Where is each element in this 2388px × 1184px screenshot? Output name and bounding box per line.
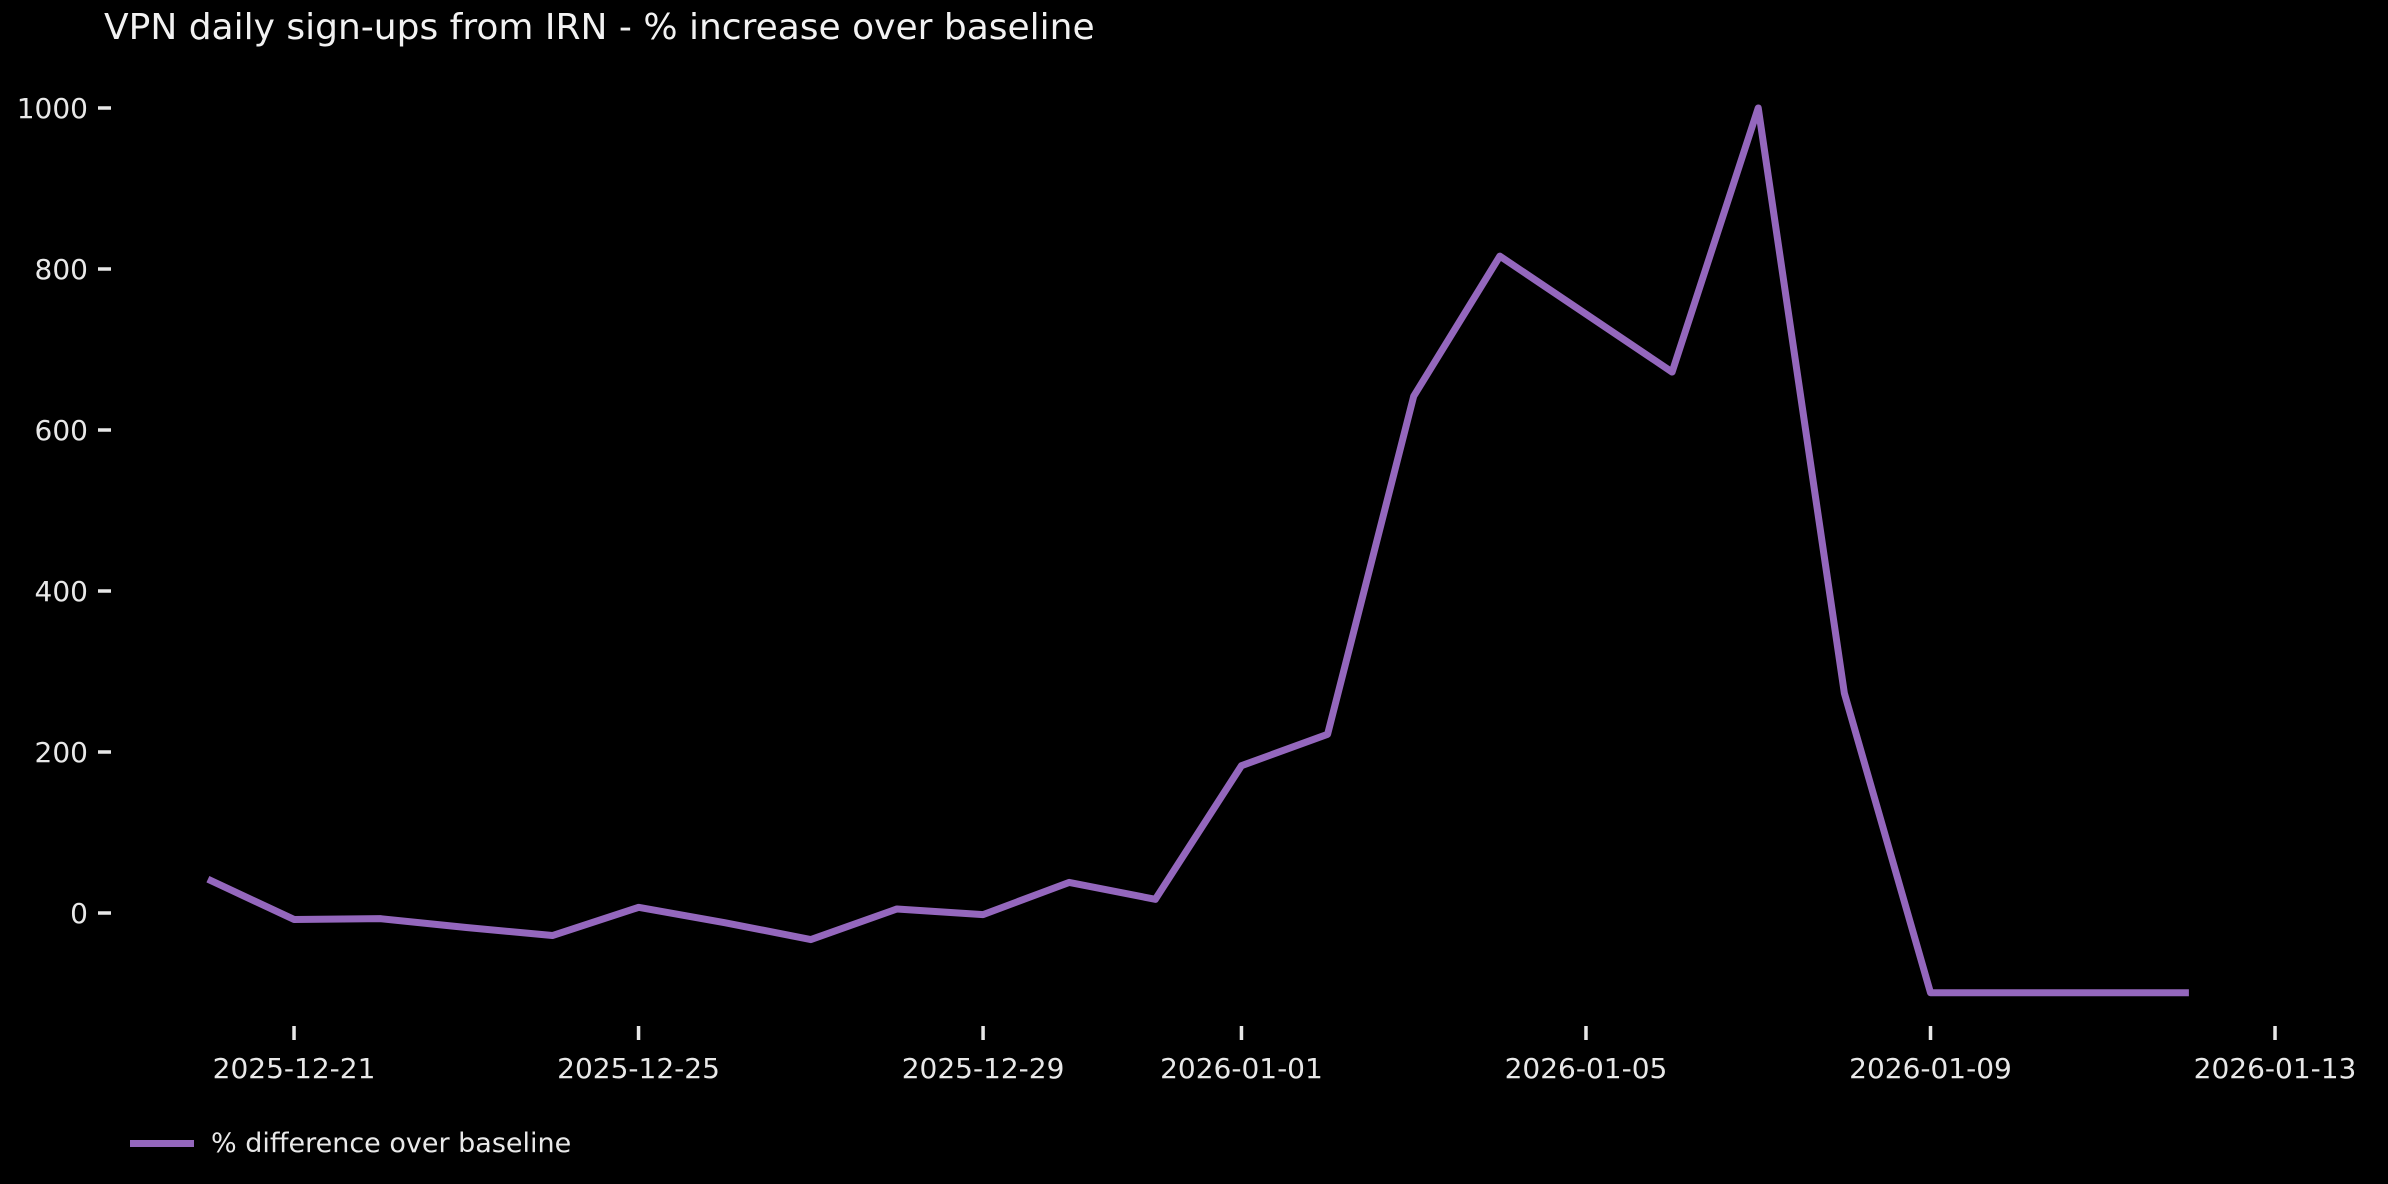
x-tick-label: 2026-01-01: [1160, 1052, 1323, 1085]
x-tick-label: 2026-01-13: [2194, 1052, 2357, 1085]
x-tick-label: 2026-01-05: [1505, 1052, 1668, 1085]
legend-label: % difference over baseline: [211, 1127, 572, 1159]
y-tick-label: 0: [70, 897, 88, 930]
y-tick-label: 200: [35, 736, 88, 769]
chart-title: VPN daily sign-ups from IRN - % increase…: [104, 7, 1095, 48]
y-tick-label: 600: [35, 414, 88, 447]
legend: % difference over baseline: [130, 1122, 571, 1164]
x-tick-label: 2025-12-21: [213, 1052, 376, 1085]
legend-line-swatch: [130, 1139, 194, 1147]
signups-line: [206, 104, 2189, 997]
y-tick-label: 800: [35, 253, 88, 286]
y-tick-label: 400: [35, 575, 88, 608]
x-tick-label: 2025-12-29: [902, 1052, 1065, 1085]
y-tick-label: 1000: [17, 92, 88, 125]
x-tick-label: 2026-01-09: [1849, 1052, 2012, 1085]
x-tick-label: 2025-12-25: [557, 1052, 720, 1085]
